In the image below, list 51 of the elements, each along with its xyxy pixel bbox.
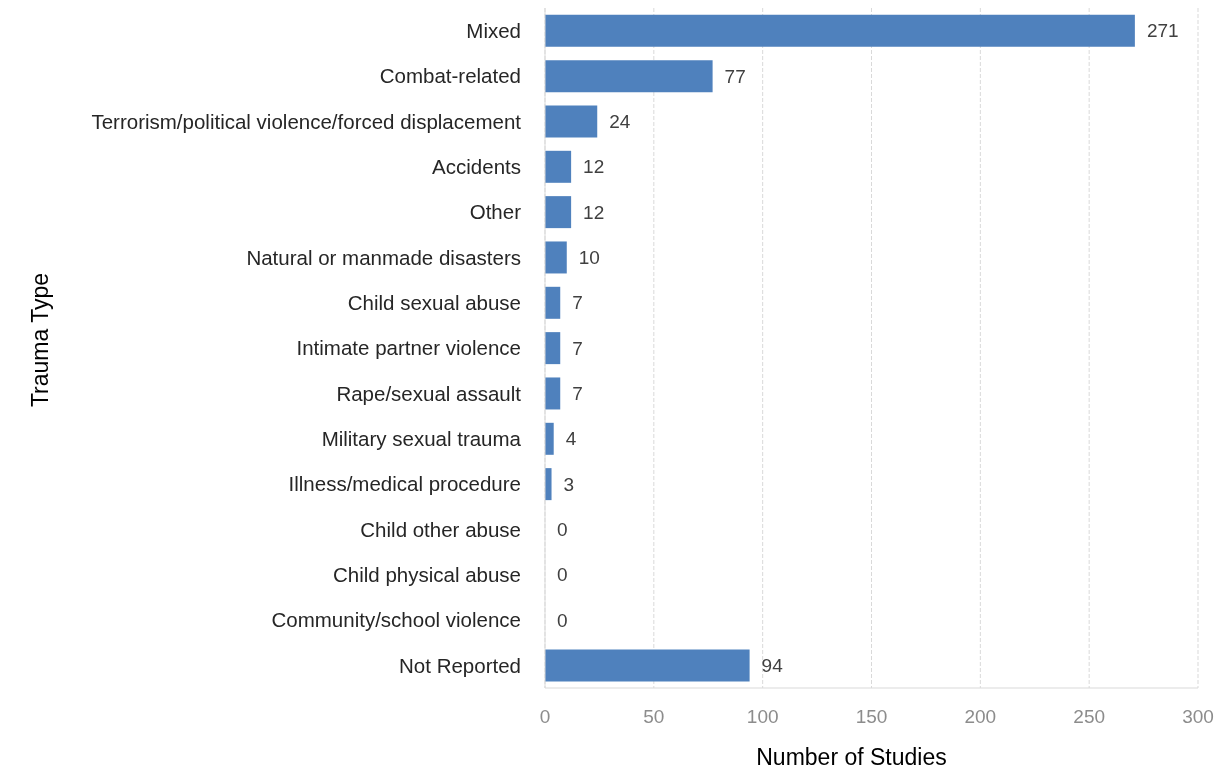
y-tick-label: Accidents bbox=[432, 154, 521, 178]
x-tick-label: 0 bbox=[539, 706, 551, 728]
y-tick-label: Child other abuse bbox=[360, 517, 521, 541]
y-tick-label: Mixed bbox=[466, 18, 521, 42]
bar bbox=[545, 286, 561, 319]
data-label: 271 bbox=[1146, 20, 1179, 42]
bar bbox=[545, 241, 567, 274]
x-tick-label: 250 bbox=[1073, 706, 1106, 728]
data-label: 94 bbox=[761, 654, 784, 676]
y-axis-title: Trauma Type bbox=[27, 272, 54, 408]
data-label: 3 bbox=[563, 473, 575, 495]
y-tick-label: Military sexual trauma bbox=[321, 426, 522, 450]
data-label: 7 bbox=[572, 382, 583, 404]
y-tick-label: Rape/sexual assault bbox=[336, 381, 522, 405]
data-label: 10 bbox=[578, 246, 600, 268]
bar bbox=[545, 468, 552, 501]
bar bbox=[545, 105, 598, 138]
y-tick-label: Child sexual abuse bbox=[347, 290, 521, 314]
y-tick-label: Natural or manmade disasters bbox=[246, 245, 521, 269]
y-tick-label: Not Reported bbox=[399, 653, 521, 677]
data-label: 0 bbox=[557, 564, 568, 586]
x-tick-label: 50 bbox=[643, 706, 665, 728]
y-tick-label: Community/school violence bbox=[271, 608, 521, 632]
data-label: 12 bbox=[583, 201, 605, 223]
bar bbox=[545, 649, 750, 682]
bar bbox=[545, 377, 561, 410]
y-tick-label: Other bbox=[469, 200, 522, 224]
data-label: 12 bbox=[583, 156, 605, 178]
y-tick-label: Combat-related bbox=[379, 64, 521, 88]
data-label: 4 bbox=[565, 428, 577, 450]
x-axis-title: Number of Studies bbox=[756, 744, 947, 769]
bar bbox=[545, 150, 572, 183]
data-label: 24 bbox=[609, 110, 631, 132]
data-label: 0 bbox=[557, 518, 568, 540]
data-label: 0 bbox=[557, 609, 568, 631]
x-tick-label: 150 bbox=[855, 706, 888, 728]
y-tick-label: Intimate partner violence bbox=[296, 336, 521, 360]
y-tick-label: Illness/medical procedure bbox=[288, 472, 521, 496]
bar bbox=[545, 332, 561, 365]
bar bbox=[545, 196, 572, 229]
data-label: 77 bbox=[724, 65, 746, 87]
bar bbox=[545, 14, 1135, 47]
y-tick-label: Child physical abuse bbox=[332, 562, 521, 586]
bar bbox=[545, 422, 554, 455]
x-tick-label: 200 bbox=[964, 706, 997, 728]
data-label: 7 bbox=[572, 292, 583, 314]
y-tick-label: Terrorism/political violence/forced displacement bbox=[91, 109, 522, 133]
bar bbox=[545, 60, 713, 93]
x-tick-label: 100 bbox=[746, 706, 779, 728]
data-label: 7 bbox=[572, 337, 583, 359]
x-tick-label: 300 bbox=[1182, 706, 1214, 728]
